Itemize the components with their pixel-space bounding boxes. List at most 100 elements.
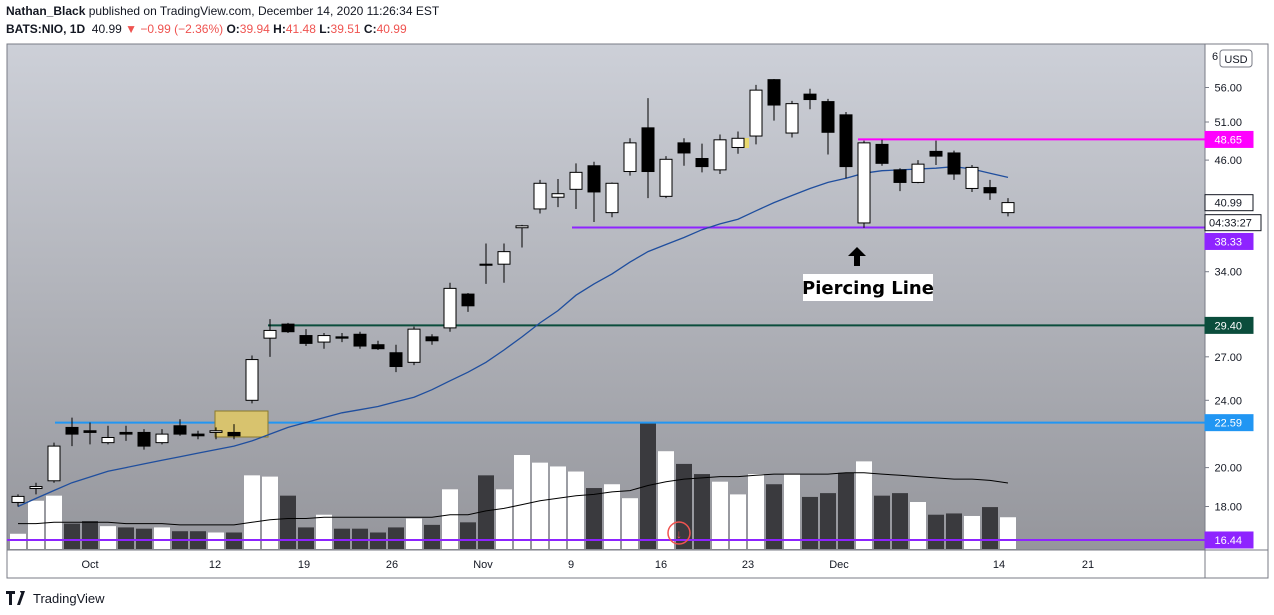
candle bbox=[911, 160, 925, 184]
candle-body bbox=[335, 336, 349, 339]
volume-bar bbox=[136, 528, 152, 549]
footer-brand: TradingView bbox=[33, 590, 105, 606]
candle-body bbox=[173, 425, 187, 435]
candle bbox=[641, 98, 655, 199]
close-label: C: bbox=[363, 22, 377, 36]
annotation-text: Piercing Line bbox=[802, 278, 934, 299]
candle bbox=[371, 340, 385, 351]
price-label-box bbox=[1204, 414, 1254, 432]
price-label-box bbox=[1204, 531, 1254, 549]
volume-bar bbox=[910, 502, 926, 549]
currency-button[interactable]: USD bbox=[1219, 49, 1253, 68]
candle-body bbox=[65, 426, 79, 435]
high-value: 41.48 bbox=[285, 22, 316, 36]
price-tick-label: 56.00 bbox=[1214, 82, 1242, 94]
candle bbox=[893, 168, 907, 192]
candle-body bbox=[425, 336, 439, 342]
candle-body bbox=[497, 251, 511, 265]
time-tick-label: Dec bbox=[829, 559, 849, 571]
candle bbox=[767, 79, 781, 121]
candle-body bbox=[155, 433, 169, 444]
candle bbox=[209, 427, 223, 440]
volume-bar bbox=[604, 484, 620, 549]
time-axis[interactable]: Oct 12 19 26 Nov 9 16 23 Dec 14 21 bbox=[81, 559, 1094, 571]
arrow-up-icon bbox=[848, 247, 866, 266]
candle bbox=[731, 131, 745, 154]
symbol-label[interactable]: BATS:NIO, 1D bbox=[6, 22, 86, 36]
candle-body bbox=[407, 328, 421, 363]
price-label: 22.59 bbox=[1204, 414, 1254, 432]
candle bbox=[317, 332, 331, 349]
candle-body bbox=[605, 182, 619, 214]
volume-bars bbox=[10, 422, 1016, 549]
price-label-text: 16.44 bbox=[1214, 535, 1242, 547]
time-axis-background bbox=[7, 550, 1268, 578]
candle-body bbox=[209, 430, 223, 433]
volume-bar bbox=[802, 496, 818, 549]
candle bbox=[353, 331, 367, 349]
candle-body bbox=[821, 101, 835, 133]
annotation-box bbox=[803, 274, 933, 301]
volume-bar bbox=[784, 474, 800, 549]
candle bbox=[569, 163, 583, 209]
candle-body bbox=[83, 430, 97, 433]
candle bbox=[479, 243, 493, 284]
volume-bar bbox=[964, 515, 980, 549]
price-label: 38.33 bbox=[1204, 232, 1254, 250]
time-tick-label: Oct bbox=[81, 559, 98, 571]
candle-body bbox=[353, 333, 367, 347]
candle-body bbox=[371, 344, 385, 350]
candle-body bbox=[11, 495, 25, 503]
time-tick-label: 19 bbox=[298, 559, 310, 571]
candle bbox=[965, 164, 979, 192]
event-marker[interactable]: ↓ bbox=[667, 521, 691, 545]
price-label: 48.65 bbox=[1204, 130, 1254, 148]
time-tick-label: 16 bbox=[655, 559, 667, 571]
price-axis-top-digit: 6 bbox=[1212, 51, 1218, 63]
price-label-box bbox=[1204, 130, 1254, 148]
candle-body bbox=[857, 142, 871, 224]
price-axis-background bbox=[1205, 44, 1268, 550]
volume-bar bbox=[838, 472, 854, 549]
candles bbox=[11, 79, 1015, 507]
time-tick-label: 21 bbox=[1082, 559, 1094, 571]
price-label-text: 40.99 bbox=[1214, 198, 1242, 210]
price-label: 40.99 bbox=[1204, 194, 1254, 212]
candle bbox=[155, 429, 169, 445]
candle bbox=[443, 282, 457, 332]
candle bbox=[29, 482, 43, 495]
candle-body bbox=[641, 127, 655, 173]
published-info: published on TradingView.com, December 1… bbox=[88, 4, 440, 18]
candle-body bbox=[587, 165, 601, 193]
volume-moving-average bbox=[18, 472, 1009, 526]
candle-body bbox=[263, 329, 277, 339]
candle-body bbox=[389, 352, 403, 368]
candle bbox=[65, 417, 79, 447]
volume-bar bbox=[694, 474, 710, 549]
high-label: H: bbox=[273, 22, 286, 36]
low-value: 39.51 bbox=[330, 22, 361, 36]
candle bbox=[173, 419, 187, 436]
candle-body bbox=[695, 158, 709, 168]
volume-bar bbox=[406, 518, 422, 549]
candle-body bbox=[191, 433, 205, 437]
price-tick-label: 20.00 bbox=[1214, 463, 1242, 475]
candle bbox=[461, 292, 475, 312]
candle bbox=[389, 344, 403, 373]
volume-bar bbox=[478, 475, 494, 549]
candle-body bbox=[515, 225, 529, 229]
volume-bar bbox=[28, 500, 44, 549]
candle bbox=[677, 138, 691, 166]
candle-body bbox=[47, 445, 61, 482]
countdown-label: 04:33:27 bbox=[1204, 214, 1262, 232]
price-axis[interactable]: 56.00 51.00 46.00 34.00 27.00 24.00 20.00 18.00 bbox=[1205, 82, 1242, 514]
candle-body bbox=[227, 431, 241, 437]
footer[interactable]: TradingView bbox=[6, 588, 105, 608]
volume-bar bbox=[460, 522, 476, 549]
candle bbox=[749, 84, 763, 145]
author-name[interactable]: Nathan_Black bbox=[6, 4, 86, 18]
candle bbox=[119, 425, 133, 441]
candle bbox=[83, 422, 97, 445]
price-label: 29.40 bbox=[1204, 316, 1254, 334]
